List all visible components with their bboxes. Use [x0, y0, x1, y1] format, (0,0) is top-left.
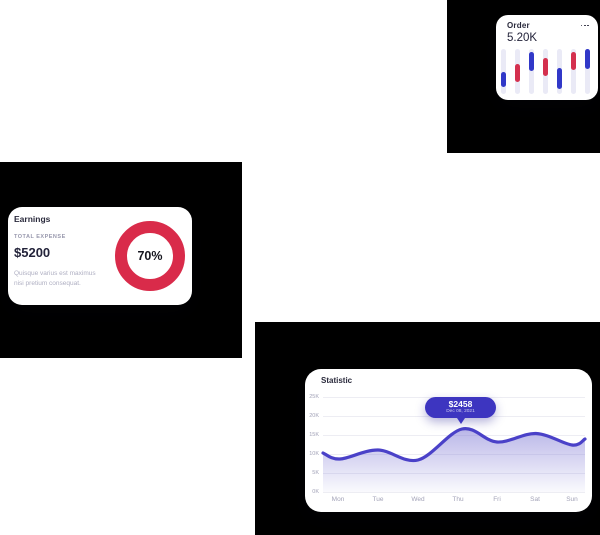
order-card-header: Order	[507, 21, 589, 30]
earnings-description-line: nisi pretium consequat.	[14, 280, 81, 287]
y-axis-tick: 20K	[309, 413, 319, 419]
order-card: Order 5.20K	[496, 15, 598, 100]
order-bar-segment	[501, 71, 506, 88]
tooltip-pointer-icon	[456, 418, 465, 424]
order-bar-track	[585, 49, 590, 94]
gridline	[323, 492, 585, 493]
y-axis-tick: 5K	[312, 470, 319, 476]
y-axis-tick: 0K	[312, 489, 319, 495]
y-axis-tick: 10K	[309, 451, 319, 457]
statistic-card: Statistic 25K 20K 15K 10K 5K 0K $2458 Dec 08,…	[305, 369, 592, 512]
stat-ylabels: 25K 20K 15K 10K 5K 0K	[305, 394, 320, 495]
order-bar-segment	[557, 68, 562, 90]
order-bar-segment	[515, 63, 520, 83]
earnings-card: Earnings TOTAL EXPENSE $5200 Quisque var…	[8, 207, 192, 305]
expense-amount: $5200	[14, 245, 51, 260]
order-total-value: 5.20K	[507, 32, 538, 44]
total-expense-label: TOTAL EXPENSE	[14, 234, 66, 240]
earnings-description-line: Quisque varius est maximus	[14, 270, 96, 277]
area-fill	[323, 428, 585, 492]
trend-line	[321, 427, 587, 463]
order-bar-track	[543, 49, 548, 94]
order-bar-segment	[571, 52, 576, 70]
earnings-donut-chart: 70%	[115, 221, 185, 291]
stat-plot-area: $2458 Dec 08, 2021	[321, 397, 587, 493]
order-card-title: Order	[507, 21, 530, 30]
order-bar-segment	[529, 51, 534, 71]
order-bar-track	[515, 49, 520, 94]
order-bar-segment	[585, 49, 590, 70]
x-axis-tick: Thu	[452, 496, 464, 503]
order-mini-chart	[501, 49, 590, 94]
x-axis-tick: Wed	[411, 496, 425, 503]
statistic-card-title: Statistic	[321, 376, 353, 385]
order-bar-track	[571, 49, 576, 94]
tooltip-date: Dec 08, 2021	[446, 409, 475, 414]
earnings-description: Quisque varius est maximus nisi pretium …	[14, 269, 96, 289]
order-bar-track	[501, 49, 506, 94]
donut-percent-label: 70%	[137, 249, 163, 263]
earnings-card-title: Earnings	[14, 214, 51, 224]
more-options-icon[interactable]	[580, 24, 589, 27]
x-axis-tick: Fri	[493, 496, 501, 503]
x-axis-tick: Mon	[331, 496, 345, 503]
y-axis-tick: 25K	[309, 394, 319, 400]
y-axis-tick: 15K	[309, 432, 319, 438]
order-bar-segment	[543, 57, 548, 76]
chart-tooltip[interactable]: $2458 Dec 08, 2021	[425, 397, 496, 424]
x-axis-tick: Sun	[566, 496, 578, 503]
order-bar-track	[529, 49, 534, 94]
tooltip-value: $2458	[448, 399, 473, 409]
x-axis-tick: Sat	[530, 496, 540, 503]
x-axis-tick: Tue	[372, 496, 384, 503]
stat-xlabels: Mon Tue Wed Thu Fri Sat Sun	[323, 496, 585, 506]
order-bar-track	[557, 49, 562, 94]
stat-area-chart	[321, 427, 587, 492]
